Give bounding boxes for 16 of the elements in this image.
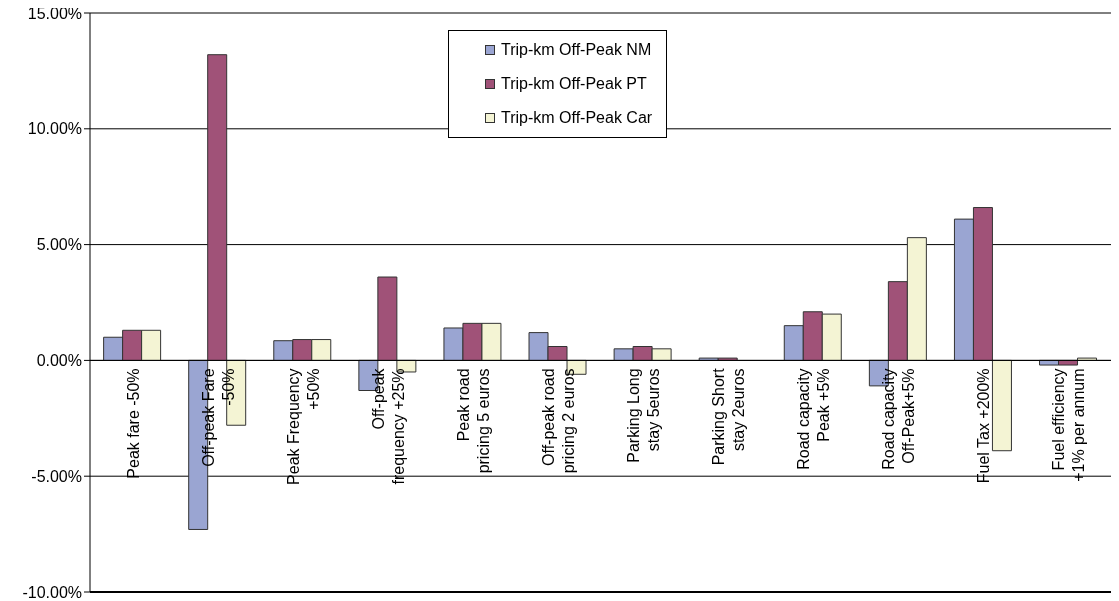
x-tick-label: Fuel efficiency +1% per annum <box>1050 368 1088 482</box>
x-tick-label: Off-peak frequency +25% <box>369 367 407 485</box>
x-tick-label: Off-peak Fare -50% <box>199 368 237 467</box>
y-tick-label: 15.00% <box>27 4 82 22</box>
y-tick-label: 5.00% <box>36 236 82 254</box>
y-tick-label: 0.00% <box>36 352 82 370</box>
legend-label: Trip-km Off-Peak Car <box>501 109 653 127</box>
x-tick-label: Peak Frequency +50% <box>284 368 322 485</box>
legend-label: Trip-km Off-Peak NM <box>501 41 652 59</box>
y-tick-label: -5.00% <box>31 467 82 485</box>
x-tick-label: Road capacity Off-Peak+5% <box>880 368 918 470</box>
y-tick-label: 10.00% <box>27 120 82 138</box>
y-tick-label: -10.00% <box>22 583 82 601</box>
x-tick-label: Fuel Tax +200% <box>975 368 993 484</box>
x-tick-label: Peak fare -50% <box>124 368 142 479</box>
legend-label: Trip-km Off-Peak PT <box>501 75 647 93</box>
